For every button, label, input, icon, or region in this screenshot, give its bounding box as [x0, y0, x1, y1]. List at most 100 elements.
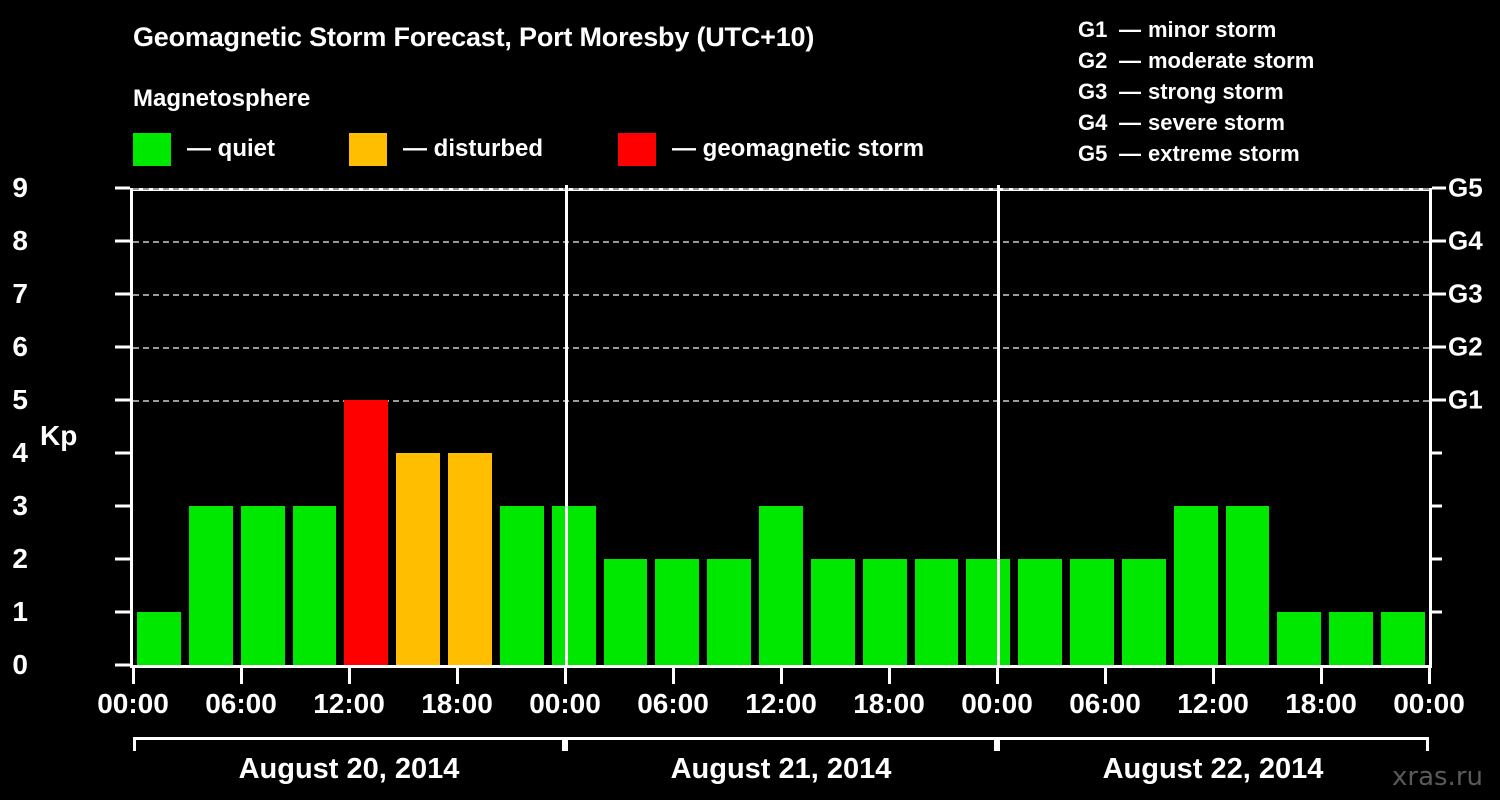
bar-kp — [1329, 612, 1374, 665]
x-tick-mark-3 — [456, 668, 459, 684]
legend-entry-quiet: — quiet — [133, 132, 275, 166]
x-tick-label-0: 00:00 — [97, 688, 169, 719]
x-tick-mark-6 — [780, 668, 783, 684]
gridline-kp-8 — [133, 241, 1429, 243]
x-tick-mark-2 — [348, 668, 351, 684]
x-tick-mark-10 — [1212, 668, 1215, 684]
x-tick-mark-12 — [1428, 668, 1431, 684]
x-tick-label-4: 00:00 — [529, 688, 601, 719]
bar-kp — [292, 506, 337, 665]
plot-area — [133, 185, 1429, 665]
x-tick-mark-1 — [240, 668, 243, 684]
bar-kp — [1070, 559, 1114, 665]
g-tick-mark-g5 — [1432, 186, 1446, 190]
g-tick-mark-g4 — [1432, 239, 1446, 243]
x-tick-label-11: 18:00 — [1285, 688, 1357, 719]
bar-kp — [862, 559, 907, 665]
x-tick-mark-0 — [132, 668, 135, 684]
day-band-3 — [997, 737, 1429, 751]
x-tick-label-2: 12:00 — [313, 688, 385, 719]
g-legend-row-g1: G1 — minor storm — [1078, 14, 1314, 45]
series-title: Magnetosphere — [133, 85, 311, 112]
day-band-2 — [565, 737, 997, 751]
g-tick-label-g3: G3 — [1448, 278, 1483, 309]
bar-kp — [655, 559, 700, 665]
g-minor-tick-mark-2 — [1432, 557, 1442, 561]
bar-kp — [914, 559, 959, 665]
bar-kp — [1381, 612, 1425, 665]
bar-kp — [810, 559, 855, 665]
legend-label-disturbed: — disturbed — [403, 135, 544, 162]
x-tick-label-3: 18:00 — [421, 688, 493, 719]
bar-kp — [1018, 559, 1063, 665]
bar-kp — [966, 559, 1011, 665]
x-axis-line — [130, 665, 1432, 668]
y-tick-mark-9 — [115, 186, 130, 190]
y-tick-mark-5 — [115, 398, 130, 402]
y-tick-label-0: 0 — [12, 649, 28, 680]
y-tick-mark-7 — [115, 292, 130, 296]
bar-kp — [344, 400, 389, 665]
legend-label-quiet: — quiet — [187, 135, 275, 162]
y-tick-label-6: 6 — [12, 331, 28, 362]
bar-kp — [551, 506, 596, 665]
bar-kp — [759, 506, 803, 665]
bar-kp — [137, 612, 181, 665]
y-tick-mark-0 — [115, 663, 130, 667]
y-tick-label-7: 7 — [12, 278, 28, 309]
x-tick-mark-7 — [888, 668, 891, 684]
x-tick-label-10: 12:00 — [1177, 688, 1249, 719]
g-tick-label-g4: G4 — [1448, 225, 1483, 256]
y-tick-label-8: 8 — [12, 225, 28, 256]
g-tick-label-g2: G2 — [1448, 331, 1483, 362]
day-divider-2 — [997, 185, 1000, 665]
bar-kp — [240, 506, 285, 665]
x-tick-mark-11 — [1320, 668, 1323, 684]
watermark: xras.ru — [1392, 762, 1483, 792]
bar-kp — [603, 559, 648, 665]
legend-entry-disturbed: — disturbed — [349, 132, 543, 166]
gridline-kp-6 — [133, 347, 1429, 349]
g-legend-dash-icon: — — [1119, 109, 1141, 135]
g-legend-code-g2: G2 — [1078, 47, 1108, 73]
y-axis-title: Kp — [40, 420, 78, 451]
g-tick-label-g5: G5 — [1448, 172, 1483, 203]
g-legend-dash-icon: — — [1119, 16, 1141, 42]
day-divider-1 — [565, 185, 568, 665]
g-legend-code-g5: G5 — [1078, 140, 1108, 166]
y-tick-mark-8 — [115, 239, 130, 243]
g-legend-row-g4: G4 — severe storm — [1078, 107, 1314, 138]
g-legend-dash-icon: — — [1119, 47, 1141, 73]
gridline-kp-7 — [133, 294, 1429, 296]
y-tick-label-2: 2 — [12, 543, 28, 574]
g-minor-tick-mark-1 — [1432, 610, 1442, 614]
x-tick-mark-9 — [1104, 668, 1107, 684]
g-legend-row-g2: G2 — moderate storm — [1078, 45, 1314, 76]
x-tick-label-1: 06:00 — [205, 688, 277, 719]
g-legend-row-g3: G3 — strong storm — [1078, 76, 1314, 107]
y-tick-mark-2 — [115, 557, 130, 561]
y-tick-label-1: 1 — [12, 596, 28, 627]
bar-kp — [448, 453, 492, 665]
legend-entry-geomagnetic-storm: — geomagnetic storm — [618, 132, 924, 166]
g-legend-desc-g3: strong storm — [1148, 78, 1284, 104]
gridline-kp-5 — [133, 400, 1429, 402]
y-tick-label-5: 5 — [12, 384, 28, 415]
g-tick-mark-g3 — [1432, 292, 1446, 296]
g-legend-code-g3: G3 — [1078, 78, 1108, 104]
g-tick-mark-g1 — [1432, 398, 1446, 402]
day-label-1: August 20, 2014 — [238, 753, 460, 785]
bar-kp — [499, 506, 544, 665]
y-tick-mark-1 — [115, 610, 130, 614]
bar-kp — [1225, 506, 1270, 665]
bar-kp — [1277, 612, 1322, 665]
g-legend-code-g4: G4 — [1078, 109, 1108, 135]
g-minor-tick-mark-3 — [1432, 504, 1442, 508]
g-legend-row-g5: G5 — extreme storm — [1078, 138, 1314, 169]
y-tick-label-4: 4 — [12, 437, 28, 468]
bar-kp — [707, 559, 752, 665]
x-tick-label-9: 06:00 — [1069, 688, 1141, 719]
g-tick-label-g1: G1 — [1448, 384, 1483, 415]
g-legend-desc-g4: severe storm — [1148, 109, 1285, 135]
